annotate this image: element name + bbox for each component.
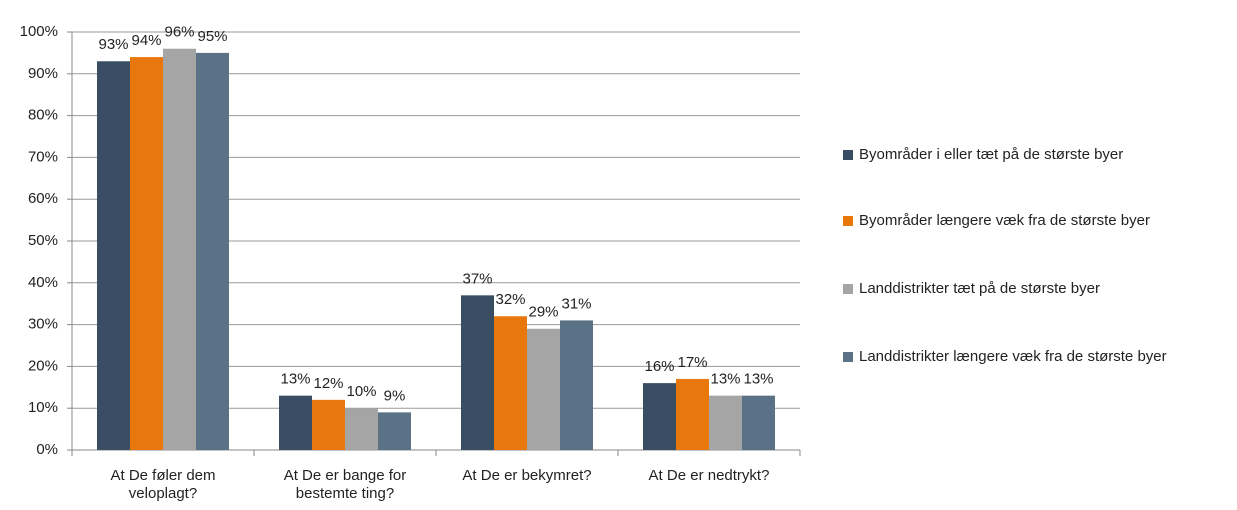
data-label: 17% (677, 354, 707, 371)
legend-label: Byområder længere væk fra de største bye… (859, 212, 1150, 229)
data-label: 93% (98, 36, 128, 53)
x-tick-label: At De er bekymret? (462, 467, 592, 484)
legend-swatch (843, 352, 853, 362)
bar (676, 378, 709, 450)
legend-label: Landdistrikter tæt på de største byer (859, 280, 1100, 297)
y-tick-label: 100% (20, 23, 58, 40)
bar (345, 408, 378, 450)
y-tick-label: 80% (28, 107, 58, 124)
y-tick-label: 70% (28, 148, 58, 165)
legend-label: Byområder i eller tæt på de største byer (859, 146, 1124, 163)
bar (742, 395, 775, 450)
data-label: 29% (528, 304, 558, 321)
bar (279, 395, 312, 450)
data-label: 13% (743, 371, 773, 388)
bar (196, 52, 229, 451)
legend-swatch (843, 216, 853, 226)
bar (130, 57, 163, 450)
bar (163, 48, 196, 450)
legend-item: Byområder længere væk fra de største bye… (843, 211, 1233, 231)
y-tick-label: 90% (28, 65, 58, 82)
data-label: 31% (561, 295, 591, 312)
bar (560, 320, 593, 450)
legend-swatch (843, 150, 853, 160)
legend-item: Landdistrikter tæt på de største byer (843, 279, 1233, 299)
legend-label: Landdistrikter længere væk fra de størst… (859, 348, 1167, 365)
legend-item: Byområder i eller tæt på de største byer (843, 145, 1233, 165)
data-label: 12% (313, 375, 343, 392)
data-label: 9% (384, 387, 406, 404)
data-label: 10% (346, 383, 376, 400)
y-tick-label: 20% (28, 357, 58, 374)
x-tick-label: At De føler dem veloplagt? (110, 467, 216, 502)
data-label: 13% (280, 371, 310, 388)
bar (527, 328, 560, 450)
bar (709, 395, 742, 450)
y-tick-label: 60% (28, 190, 58, 207)
data-label: 95% (197, 28, 227, 45)
y-tick-label: 50% (28, 232, 58, 249)
data-label: 94% (131, 32, 161, 49)
bar (312, 399, 345, 450)
data-label: 13% (710, 371, 740, 388)
y-tick-label: 0% (36, 441, 58, 458)
y-tick-label: 10% (28, 399, 58, 416)
bar (461, 295, 494, 450)
y-tick-label: 30% (28, 316, 58, 333)
y-tick-label: 40% (28, 274, 58, 291)
data-label: 96% (164, 24, 194, 41)
x-tick-label: At De er nedtrykt? (648, 467, 770, 484)
data-label: 37% (462, 270, 492, 287)
legend-item: Landdistrikter længere væk fra de størst… (843, 347, 1233, 367)
data-label: 16% (644, 358, 674, 375)
legend-swatch (843, 284, 853, 294)
bar (494, 316, 527, 450)
bar (378, 412, 411, 450)
x-tick-label: At De er bange for bestemte ting? (283, 467, 407, 502)
data-label: 32% (495, 291, 525, 308)
bar (643, 383, 676, 450)
bar (97, 61, 130, 450)
